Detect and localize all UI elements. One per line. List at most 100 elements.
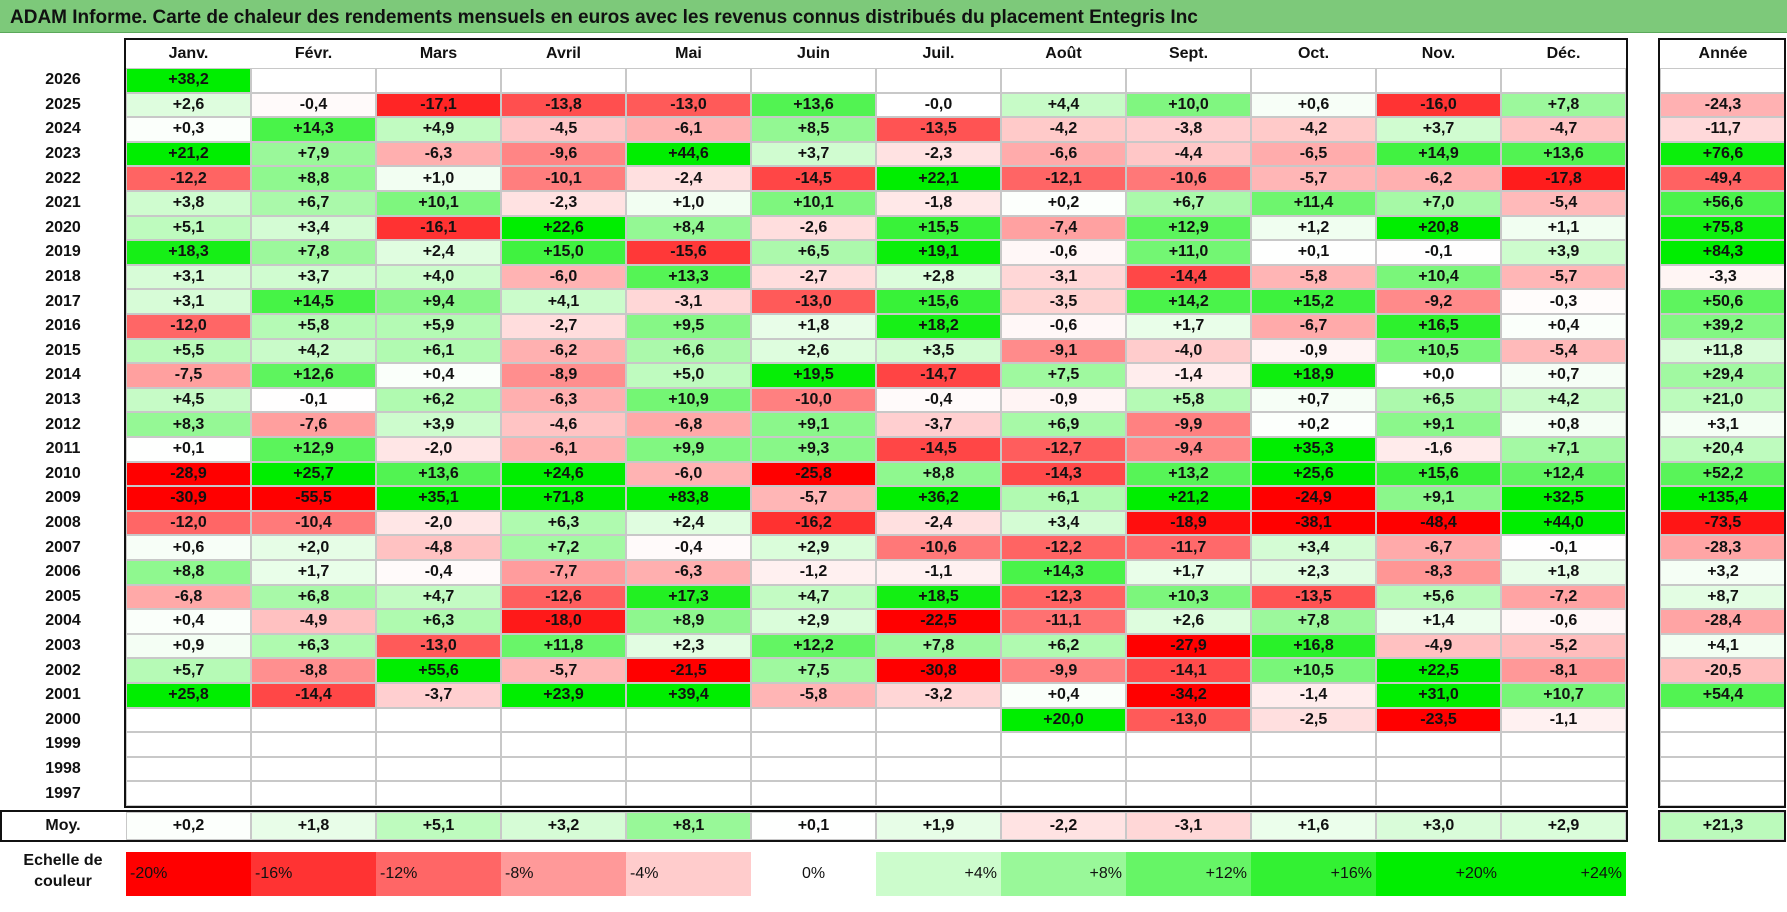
heatmap-cell — [376, 732, 501, 757]
heatmap-cell: +6,6 — [626, 338, 751, 364]
heatmap-cell: +1,7 — [251, 560, 376, 585]
average-cell: +0,1 — [751, 812, 876, 840]
heatmap-cell: +1,0 — [376, 166, 501, 191]
year-label: 2025 — [45, 95, 81, 113]
heatmap-cell: +7,8 — [1251, 609, 1376, 634]
heatmap-cell: -1,1 — [1501, 707, 1626, 733]
heatmap-cell: +3,4 — [1251, 535, 1376, 560]
annual-cell: -24,3 — [1660, 92, 1786, 118]
heatmap-cell: -6,8 — [126, 584, 251, 610]
annual-cell: +20,4 — [1660, 437, 1786, 462]
heatmap-cell: +18,2 — [876, 314, 1001, 339]
annual-cell — [1660, 781, 1786, 806]
heatmap-cell: +3,1 — [126, 264, 251, 290]
heatmap-cell: -23,5 — [1376, 707, 1501, 733]
heatmap-cell: -6,2 — [501, 338, 626, 364]
year-label: 2009 — [45, 489, 81, 507]
heatmap-cell: +20,8 — [1376, 215, 1501, 241]
year-label: 2016 — [45, 317, 81, 335]
heatmap-cell: +0,0 — [1376, 363, 1501, 388]
year-label: 2019 — [45, 243, 81, 261]
heatmap-cell: +0,2 — [1001, 191, 1126, 216]
heatmap-cell: +3,9 — [1501, 240, 1626, 265]
year-label: 2014 — [45, 366, 81, 384]
month-header: Juin — [751, 40, 876, 68]
heatmap-cell — [126, 756, 251, 782]
heatmap-cell: -4,2 — [1001, 117, 1126, 142]
heatmap-cell — [1376, 732, 1501, 757]
heatmap-cell: -14,7 — [876, 363, 1001, 388]
color-scale-step: +12% — [1126, 852, 1251, 896]
heatmap-cell: -6,1 — [501, 437, 626, 462]
heatmap-cell: +2,9 — [751, 535, 876, 560]
heatmap-cell: +5,9 — [376, 314, 501, 339]
heatmap-cell: +18,9 — [1251, 363, 1376, 388]
heatmap-cell: -2,4 — [626, 166, 751, 191]
year-label: 2018 — [45, 268, 81, 286]
heatmap-cell: -21,5 — [626, 658, 751, 683]
heatmap-cell: +15,6 — [876, 289, 1001, 314]
heatmap-cell: +0,4 — [376, 363, 501, 388]
heatmap-cell: +9,1 — [751, 412, 876, 437]
heatmap-cell — [1126, 756, 1251, 782]
heatmap-cell: +6,5 — [1376, 387, 1501, 413]
heatmap-cell: -2,0 — [376, 510, 501, 536]
heatmap-cell: +22,6 — [501, 215, 626, 241]
heatmap-cell: +18,5 — [876, 584, 1001, 610]
heatmap-cell: -13,8 — [501, 92, 626, 118]
heatmap-cell — [1126, 781, 1251, 806]
heatmap-cell: -5,4 — [1501, 191, 1626, 216]
heatmap-cell: +6,3 — [501, 510, 626, 536]
heatmap-cell: +19,1 — [876, 240, 1001, 265]
month-header: Août — [1001, 40, 1126, 68]
heatmap-cell: -55,5 — [251, 486, 376, 511]
heatmap-cell — [126, 781, 251, 806]
heatmap-cell: +9,3 — [751, 437, 876, 462]
color-scale-step: -12% — [376, 852, 501, 896]
heatmap-cell: +44,0 — [1501, 510, 1626, 536]
heatmap-cell: +4,2 — [251, 338, 376, 364]
heatmap-cell — [126, 732, 251, 757]
year-label: 2015 — [45, 341, 81, 359]
heatmap-cell: +5,8 — [1126, 387, 1251, 413]
heatmap-cell: -6,8 — [626, 412, 751, 437]
heatmap-cell: -14,1 — [1126, 658, 1251, 683]
annual-cell: +8,7 — [1660, 584, 1786, 610]
heatmap-cell: -6,7 — [1376, 535, 1501, 560]
heatmap-cell: +0,6 — [1251, 92, 1376, 118]
heatmap-cell: -18,9 — [1126, 510, 1251, 536]
heatmap-cell: +4,4 — [1001, 92, 1126, 118]
heatmap-cell: -13,5 — [1251, 584, 1376, 610]
heatmap-cell: +0,7 — [1251, 387, 1376, 413]
heatmap-cell: +5,1 — [126, 215, 251, 241]
heatmap-cell: +35,3 — [1251, 437, 1376, 462]
heatmap-cell: +12,9 — [251, 437, 376, 462]
month-header: Janv. — [126, 40, 251, 68]
heatmap-cell: +8,5 — [751, 117, 876, 142]
heatmap-cell: +3,5 — [876, 338, 1001, 364]
heatmap-cell: +8,3 — [126, 412, 251, 437]
heatmap-cell: -11,7 — [1126, 535, 1251, 560]
color-scale-step: -8% — [501, 852, 626, 896]
heatmap-cell: +22,5 — [1376, 658, 1501, 683]
heatmap-cell: +2,8 — [876, 264, 1001, 290]
annual-cell: +11,8 — [1660, 338, 1786, 364]
heatmap-cell: -0,4 — [376, 560, 501, 585]
year-label: 2012 — [45, 415, 81, 433]
heatmap-cell — [251, 732, 376, 757]
heatmap-cell: +6,9 — [1001, 412, 1126, 437]
heatmap-cell: -22,5 — [876, 609, 1001, 634]
heatmap-cell: +2,3 — [1251, 560, 1376, 585]
heatmap-cell: +13,6 — [376, 461, 501, 487]
heatmap-cell — [751, 756, 876, 782]
average-label: Moy. — [45, 817, 81, 834]
report-title: ADAM Informe. Carte de chaleur des rende… — [10, 7, 1198, 28]
average-cell: +3,0 — [1376, 812, 1501, 840]
heatmap-cell: -7,2 — [1501, 584, 1626, 610]
heatmap-cell: -18,0 — [501, 609, 626, 634]
heatmap-cell: +2,9 — [751, 609, 876, 634]
heatmap-cell: +0,8 — [1501, 412, 1626, 437]
heatmap-cell: -3,8 — [1126, 117, 1251, 142]
heatmap-cell: -3,1 — [1001, 264, 1126, 290]
heatmap-cell: -3,7 — [376, 683, 501, 708]
